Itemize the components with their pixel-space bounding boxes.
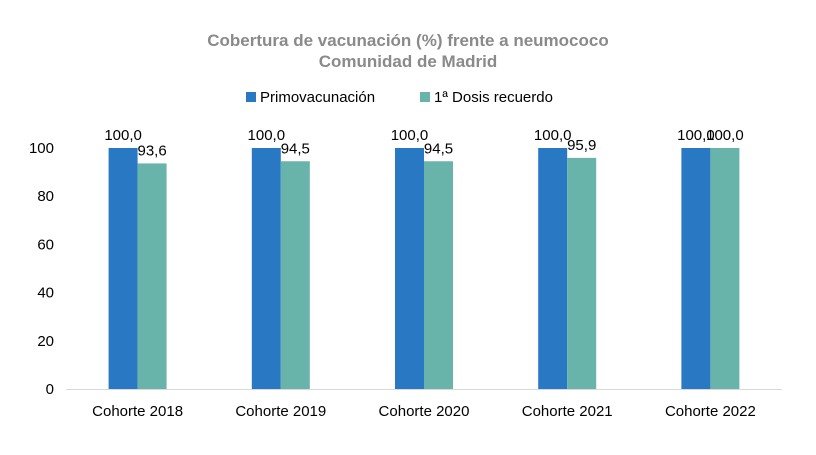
bar-primovacunacion	[395, 148, 424, 389]
data-label-primovacunacion: 100,0	[104, 127, 142, 144]
x-tick-label: Cohorte 2021	[522, 403, 613, 420]
legend: Primovacunación 1ª Dosis recuerdo	[246, 89, 553, 106]
y-tick-label: 60	[37, 236, 54, 253]
data-label-primovacunacion: 100,0	[391, 127, 429, 144]
bar-primovacunacion	[251, 148, 281, 389]
bar-dosis-recuerdo	[280, 161, 310, 389]
data-label-primovacunacion: 100,0	[248, 127, 286, 144]
chart-subtitle: Comunidad de Madrid	[319, 52, 498, 71]
y-tick-label: 40	[37, 285, 54, 302]
bar-dosis-recuerdo	[567, 157, 597, 389]
chart-title: Cobertura de vacunación (%) frente a neu…	[207, 31, 608, 50]
legend-swatch-dosis-recuerdo	[420, 92, 430, 102]
y-tick-label: 100	[29, 140, 54, 157]
x-tick-label: Cohorte 2019	[235, 403, 326, 420]
bar-dosis-recuerdo	[137, 163, 167, 389]
x-tick-label: Cohorte 2018	[92, 403, 183, 420]
x-tick-label: Cohorte 2020	[379, 403, 470, 420]
data-label-dosis-recuerdo: 94,5	[281, 140, 310, 157]
data-label-primovacunacion: 100,0	[677, 127, 715, 144]
bar-primovacunacion	[108, 148, 138, 389]
data-label-dosis-recuerdo: 100,0	[706, 127, 744, 144]
legend-label-primovacunacion: Primovacunación	[260, 89, 375, 106]
y-axis: 0 20 40 60 80 100	[29, 140, 54, 398]
y-tick-label: 0	[46, 381, 54, 398]
x-axis: Cohorte 2018 Cohorte 2019 Cohorte 2020 Coho…	[92, 403, 756, 420]
bar-primovacunacion	[681, 148, 711, 389]
bar-dosis-recuerdo	[424, 161, 453, 389]
data-label-dosis-recuerdo: 95,9	[567, 137, 596, 154]
y-tick-label: 20	[37, 333, 54, 350]
data-label-primovacunacion: 100,0	[534, 127, 572, 144]
y-tick-label: 80	[37, 188, 54, 205]
x-tick-label: Cohorte 2022	[665, 403, 756, 420]
legend-label-dosis-recuerdo: 1ª Dosis recuerdo	[434, 89, 553, 106]
bar-primovacunacion	[538, 148, 568, 389]
data-label-dosis-recuerdo: 93,6	[137, 142, 166, 159]
bar-dosis-recuerdo	[710, 148, 740, 389]
legend-swatch-primovacunacion	[246, 92, 256, 102]
data-labels: 100,093,6100,094,5100,094,5100,095,9100,…	[104, 127, 743, 159]
bars	[108, 148, 740, 389]
data-label-dosis-recuerdo: 94,5	[424, 140, 453, 157]
